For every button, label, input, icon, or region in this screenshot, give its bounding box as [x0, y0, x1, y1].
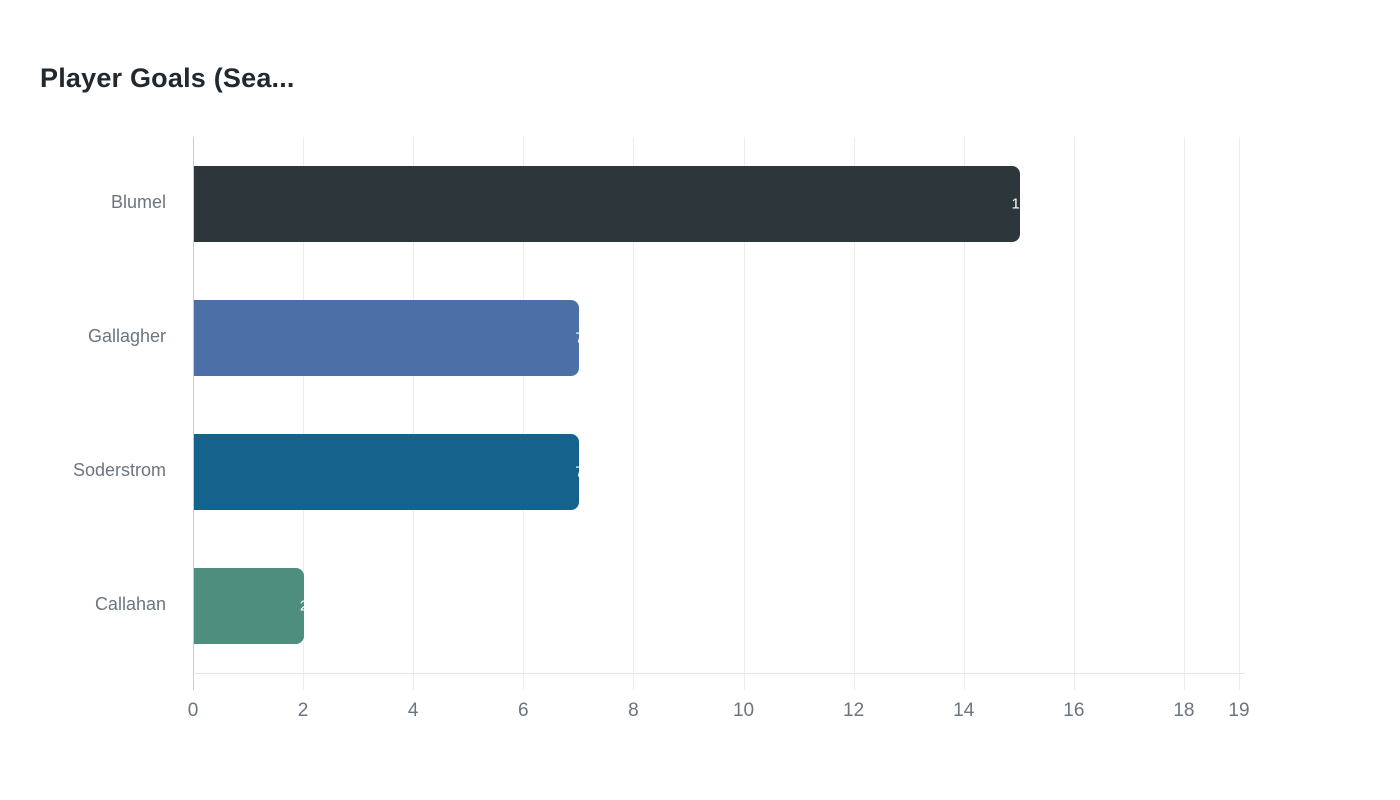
x-axis-tick-label: 2 — [297, 700, 309, 721]
category-label: Callahan — [94, 594, 166, 614]
category-label: Blumel — [110, 192, 166, 212]
x-axis-tick-label: 14 — [953, 700, 975, 721]
bar-callahan — [194, 568, 305, 644]
gridline — [743, 137, 745, 690]
x-axis-tick-label: 0 — [187, 700, 199, 721]
x-axis-tick-label: 6 — [518, 700, 529, 721]
y-axis-line — [193, 137, 194, 690]
x-axis-tick-label: 16 — [1063, 700, 1085, 721]
x-axis-baseline — [193, 673, 1245, 674]
gridline — [963, 137, 965, 690]
gridline — [633, 137, 635, 690]
gridline — [1183, 137, 1185, 690]
category-label: Soderstrom — [72, 460, 166, 480]
bar-gallagher — [194, 300, 580, 376]
gridline — [1239, 137, 1240, 690]
bar-value-label: 2 — [299, 597, 309, 615]
bar-value-label: 7 — [575, 463, 584, 481]
bar-blumel — [194, 166, 1020, 242]
chart-title: Player Goals (Sea... — [40, 63, 295, 93]
x-axis-tick-label: 8 — [628, 700, 639, 721]
bar-value-label: 15 — [1011, 195, 1029, 213]
gridline — [523, 137, 525, 690]
x-axis-tick-label: 10 — [732, 700, 755, 721]
x-axis-tick-label: 18 — [1173, 700, 1195, 721]
gridline — [413, 137, 415, 690]
gridline — [303, 137, 305, 690]
gridline — [1073, 137, 1075, 690]
bar-value-label: 7 — [575, 329, 584, 347]
x-axis-tick-label: 4 — [407, 700, 419, 721]
x-axis-tick-label: 12 — [843, 700, 865, 721]
gridline — [853, 137, 855, 690]
x-axis-tick-label: 19 — [1228, 700, 1250, 721]
category-label: Gallagher — [87, 326, 166, 346]
bar-soderstrom — [194, 434, 580, 510]
